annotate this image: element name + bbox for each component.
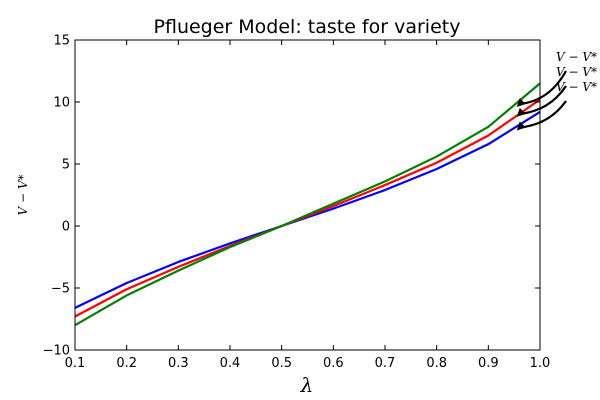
x-tick-label: 0.6 — [323, 356, 344, 371]
annotation-arrowhead — [516, 121, 526, 131]
x-tick-label: 0.7 — [375, 356, 396, 371]
y-tick-label: 5 — [62, 158, 70, 173]
x-tick-label: 0.9 — [478, 356, 499, 371]
y-axis: −10 −5 0 5 10 15 — [43, 34, 540, 359]
annotation-arrowhead — [516, 107, 526, 117]
x-axis: 0.1 0.2 0.3 0.4 0.5 0.6 0.7 0.8 0.9 1.0 — [65, 40, 551, 371]
y-tick-label: −5 — [51, 282, 70, 297]
annotation-label: V − V* — [556, 50, 597, 64]
x-tick-label: 0.3 — [168, 356, 189, 371]
annotation-layer: V − V*V − V*V − V* — [516, 50, 597, 131]
series-line-2 — [74, 98, 541, 318]
annotation-arrow — [519, 100, 567, 129]
x-tick-label: 1.0 — [530, 356, 551, 371]
series-line-3 — [74, 82, 541, 327]
y-axis-label: V − V* — [16, 174, 30, 215]
x-tick-label: 0.8 — [426, 356, 447, 371]
plot-frame — [74, 39, 541, 351]
x-tick-label: 0.1 — [65, 356, 86, 371]
y-tick-label: 0 — [62, 220, 70, 235]
x-tick-label: 0.5 — [271, 356, 292, 371]
x-tick-label: 0.4 — [220, 356, 241, 371]
y-tick-label: 15 — [53, 34, 70, 49]
x-axis-label: λ — [300, 373, 314, 397]
x-tick-label: 0.2 — [116, 356, 137, 371]
chart-title: Pflueger Model: taste for variety — [154, 16, 461, 38]
y-tick-label: 10 — [53, 96, 70, 111]
annotation-label: V − V* — [556, 65, 597, 79]
series-layer — [74, 82, 541, 327]
annotation-label: V − V* — [556, 80, 597, 94]
y-tick-label: −10 — [43, 344, 70, 359]
annotation-arrowhead — [516, 97, 526, 107]
series-line-1 — [74, 110, 541, 309]
